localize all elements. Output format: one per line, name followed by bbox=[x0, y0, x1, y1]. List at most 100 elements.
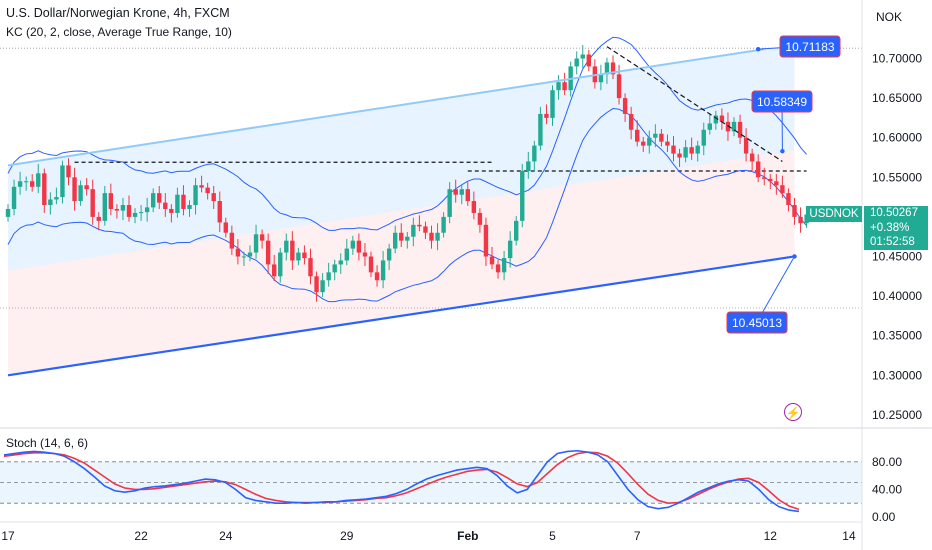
candle-body bbox=[84, 185, 89, 190]
candle-body bbox=[780, 185, 785, 194]
candle-body bbox=[356, 240, 362, 253]
candle-body bbox=[169, 208, 174, 213]
candle-body bbox=[659, 133, 664, 142]
candle-body bbox=[386, 248, 392, 261]
price-tick-label: 10.60000 bbox=[872, 131, 922, 145]
candle-body bbox=[610, 62, 616, 75]
candle-body bbox=[405, 236, 410, 241]
upper-target-label: 10.71183 bbox=[785, 40, 834, 54]
time-tick-label: 17 bbox=[1, 529, 15, 543]
keltner-lower-band bbox=[7, 108, 807, 303]
candle-body bbox=[326, 272, 331, 281]
candle-body bbox=[538, 113, 543, 146]
candle-body bbox=[477, 212, 483, 225]
lower-target-label: 10.45013 bbox=[732, 316, 782, 330]
time-tick-label: 24 bbox=[219, 529, 233, 543]
price-tick-label: 10.30000 bbox=[872, 368, 922, 382]
candle-body bbox=[580, 54, 585, 59]
candle-body bbox=[526, 161, 531, 171]
candle-body bbox=[108, 193, 114, 209]
candle-body bbox=[126, 205, 132, 217]
candle-body bbox=[5, 208, 11, 217]
time-tick-label: 22 bbox=[134, 529, 148, 543]
price-tick-label: 10.70000 bbox=[872, 52, 922, 66]
candle-body bbox=[78, 185, 83, 202]
time-tick-label: 14 bbox=[842, 529, 856, 543]
candle-body bbox=[574, 58, 579, 67]
candle-body bbox=[187, 205, 192, 209]
live-price: 10.50267 bbox=[870, 207, 918, 219]
candle-body bbox=[671, 145, 676, 154]
candle-body bbox=[459, 189, 464, 195]
candle-body bbox=[66, 165, 71, 178]
candle-body bbox=[677, 153, 682, 158]
candle-body bbox=[507, 240, 513, 259]
candle-body bbox=[314, 276, 319, 293]
candle-body bbox=[514, 220, 519, 241]
price-tick-label: 10.55000 bbox=[872, 170, 922, 184]
candle-body bbox=[647, 137, 652, 146]
candle-body bbox=[743, 137, 749, 154]
candle-body bbox=[653, 133, 658, 138]
price-tick-label: 10.45000 bbox=[872, 250, 922, 264]
candle-body bbox=[731, 121, 737, 132]
falling-trendline bbox=[606, 46, 783, 162]
currency-label: NOK bbox=[876, 10, 903, 24]
candle-body bbox=[544, 113, 549, 118]
price-pane: 10.71183 10.58349 10.45013 bbox=[0, 35, 862, 377]
candle-body bbox=[151, 193, 156, 208]
candle-body bbox=[768, 178, 773, 182]
lower-target-leader bbox=[756, 256, 795, 323]
candle-body bbox=[265, 240, 271, 265]
candle-body bbox=[229, 232, 235, 249]
candle-body bbox=[36, 173, 41, 187]
candle-body bbox=[701, 129, 706, 146]
candle-body bbox=[616, 74, 622, 99]
candle-body bbox=[368, 256, 374, 273]
candle-body bbox=[635, 129, 640, 142]
candle-body bbox=[622, 98, 628, 114]
candle-body bbox=[163, 202, 168, 209]
candle-body bbox=[737, 121, 743, 138]
live-countdown: 01:52:58 bbox=[870, 236, 915, 248]
candle-body bbox=[302, 252, 307, 259]
channel-upper-trendline bbox=[7, 48, 765, 167]
candle-body bbox=[90, 189, 95, 217]
candle-body bbox=[604, 62, 610, 75]
candle-body bbox=[308, 258, 313, 277]
candle-body bbox=[181, 194, 186, 209]
live-price-box: 10.50267 +0.38% 01:52:58 bbox=[864, 206, 928, 250]
candle-body bbox=[689, 147, 694, 154]
candle-body bbox=[350, 240, 356, 249]
candle-body bbox=[447, 189, 452, 217]
upper-target-anchor bbox=[756, 46, 761, 52]
candle-body bbox=[278, 252, 283, 277]
candle-body bbox=[483, 224, 489, 257]
time-tick-label: 12 bbox=[764, 529, 778, 543]
candle-body bbox=[550, 90, 555, 118]
candle-body bbox=[114, 208, 120, 211]
candle-body bbox=[719, 115, 725, 122]
candle-body bbox=[217, 201, 222, 223]
candle-body bbox=[17, 181, 23, 187]
candle-body bbox=[48, 199, 53, 206]
time-tick-label: Feb bbox=[457, 529, 478, 543]
candle-body bbox=[762, 177, 767, 179]
candle-body bbox=[290, 240, 295, 261]
flash-icon[interactable]: ⚡ bbox=[784, 403, 802, 421]
stoch-tick-label: 40.00 bbox=[872, 482, 902, 496]
candle-body bbox=[393, 232, 398, 249]
candle-body bbox=[501, 258, 507, 273]
candle-body bbox=[453, 189, 458, 195]
channel-upper-fill bbox=[8, 44, 795, 271]
candle-body bbox=[132, 212, 138, 217]
candle-body bbox=[628, 113, 634, 130]
stoch-d-line bbox=[3, 451, 800, 511]
candle-body bbox=[411, 224, 416, 237]
candle-body bbox=[193, 185, 198, 206]
candle-body bbox=[11, 186, 17, 209]
candle-body bbox=[272, 264, 277, 277]
candle-body bbox=[72, 177, 77, 202]
candle-body bbox=[532, 145, 537, 162]
candle-body bbox=[241, 256, 247, 258]
